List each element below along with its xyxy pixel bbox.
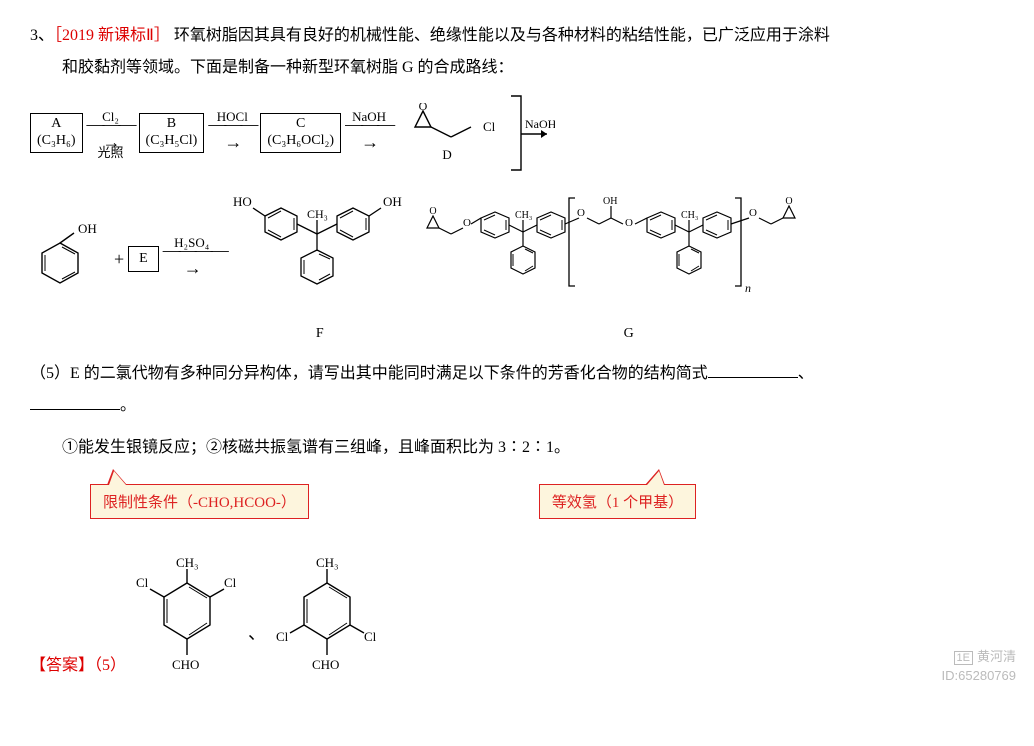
svg-text:Cl: Cl <box>276 629 289 644</box>
arrow-1: Cl₂ ———→ 光照 <box>87 115 135 151</box>
svg-text:CH₃: CH₃ <box>176 555 199 570</box>
svg-text:Cl: Cl <box>224 575 237 590</box>
svg-text:CH₃: CH₃ <box>681 210 698 221</box>
scheme-row-2: OH + E H₂SO₄ ————→ HO OH CH₃ <box>30 176 1004 342</box>
q-source: ［2019 新课标Ⅱ］ <box>54 27 170 44</box>
structure-f-svg: HO OH CH₃ <box>225 176 415 326</box>
a-formula: (C₃H₆) <box>37 133 76 150</box>
wm-icon: 1E <box>954 651 973 665</box>
compound-f: HO OH CH₃ F <box>225 176 415 342</box>
c-label: C <box>267 116 334 133</box>
compound-d: O Cl D <box>397 103 497 163</box>
cond-1: ①能发生银镜反应； <box>62 439 206 456</box>
svg-text:O: O <box>463 217 471 229</box>
subq-number: （5） <box>30 365 70 382</box>
phenol: OH <box>30 219 110 299</box>
conditions: ①能发生银镜反应；②核磁共振氢谱有三组峰，且峰面积比为 3∶2∶1。 <box>30 432 1004 464</box>
svg-text:Cl: Cl <box>483 119 496 134</box>
callout-left-text: 限制性条件（-CHO,HCOO-） <box>103 495 296 511</box>
a-label: A <box>37 116 76 133</box>
answer-label: 【答案】（5） <box>30 651 126 675</box>
cond-2: ②核磁共振氢谱有三组峰，且峰面积比为 3∶2∶1。 <box>206 439 570 456</box>
question-stem: 3、［2019 新课标Ⅱ］ 环氧树脂因其具有良好的机械性能、绝缘性能以及与各种材… <box>30 20 1004 84</box>
watermark: 1E 黄河清 ID:65280769 <box>942 648 1016 685</box>
arrow-e-top: H₂SO₄ <box>163 235 221 251</box>
arrow2-top: HOCl <box>208 109 256 125</box>
d-label: D <box>397 147 497 163</box>
svg-text:O: O <box>785 196 792 207</box>
svg-text:O: O <box>419 103 428 113</box>
svg-text:CHO: CHO <box>172 657 199 672</box>
scheme-row-1: A (C₃H₆) Cl₂ ———→ 光照 B (C₃H₅Cl) HOCl ———… <box>30 94 1004 172</box>
arrow4-top: NaOH <box>525 117 555 131</box>
svg-text:OH: OH <box>383 194 402 209</box>
svg-text:OH: OH <box>603 196 617 207</box>
f-label: F <box>225 326 415 342</box>
arrow-3: NaOH ———→ <box>345 115 393 151</box>
plus: + <box>114 249 124 270</box>
structure-d-svg: O Cl <box>397 103 497 149</box>
compound-a: A (C₃H₆) <box>30 113 83 153</box>
callout-right: 等效氢（1 个甲基） <box>539 484 696 519</box>
svg-text:CH₃: CH₃ <box>307 207 328 221</box>
arrow1-top: Cl₂ <box>87 109 135 125</box>
compound-b: B (C₃H₅Cl) <box>139 113 205 153</box>
svg-text:Cl: Cl <box>136 575 149 590</box>
compound-g: O O CH₃ O OH <box>419 176 839 342</box>
subq-period: 。 <box>120 397 136 414</box>
arrow-e: H₂SO₄ ————→ <box>163 241 221 277</box>
wm-name: 黄河清 <box>977 649 1016 664</box>
blank-2 <box>30 409 120 410</box>
svg-text:n: n <box>745 281 751 295</box>
subq-text1: E 的二氯代物有多种同分异构体，请写出其中能同时满足以下条件的芳香化合物的结构简… <box>70 365 708 382</box>
bracket-naoh: NaOH <box>501 94 555 172</box>
callout-left: 限制性条件（-CHO,HCOO-） <box>90 484 309 519</box>
q-line1: 环氧树脂因其具有良好的机械性能、绝缘性能以及与各种材料的粘结性能，已广泛应用于涂… <box>174 27 830 44</box>
q-number: 3、 <box>30 27 54 44</box>
arrow3-top: NaOH <box>345 109 393 125</box>
phenol-svg: OH <box>30 219 110 299</box>
svg-text:Cl: Cl <box>364 629 377 644</box>
svg-text:OH: OH <box>78 221 97 236</box>
b-formula: (C₃H₅Cl) <box>146 133 198 150</box>
isomer-1-svg: CH₃ Cl Cl CHO <box>132 555 242 675</box>
answer-sep: 、 <box>248 619 266 675</box>
svg-text:O: O <box>749 207 757 219</box>
svg-text:O: O <box>429 206 436 217</box>
wm-id: ID:65280769 <box>942 668 1016 683</box>
arrow1-bot: 光照 <box>87 142 135 161</box>
subq-sep: 、 <box>798 365 814 382</box>
c-formula: (C₃H₆OCl₂) <box>267 133 334 150</box>
compound-c: C (C₃H₆OCl₂) <box>260 113 341 153</box>
svg-text:CH₃: CH₃ <box>515 210 532 221</box>
structure-g-svg: O O CH₃ O OH <box>419 176 839 326</box>
svg-text:O: O <box>577 207 585 219</box>
b-label: B <box>146 116 198 133</box>
compound-e: E <box>128 246 159 273</box>
blank-1 <box>708 377 798 378</box>
subq-5: （5）E 的二氯代物有多种同分异构体，请写出其中能同时满足以下条件的芳香化合物的… <box>30 358 1004 422</box>
svg-text:O: O <box>625 217 633 229</box>
svg-text:CHO: CHO <box>312 657 339 672</box>
svg-text:HO: HO <box>233 194 252 209</box>
q-line2: 和胶黏剂等领域。下面是制备一种新型环氧树脂 G 的合成路线： <box>30 59 514 76</box>
callout-right-text: 等效氢（1 个甲基） <box>552 495 683 511</box>
svg-text:CH₃: CH₃ <box>316 555 339 570</box>
arrow-2: HOCl ———→ <box>208 115 256 151</box>
isomer-2-svg: CH₃ Cl Cl CHO <box>272 555 382 675</box>
g-label: G <box>419 326 839 342</box>
answer-row: 【答案】（5） CH₃ Cl Cl CHO 、 CH₃ Cl Cl CHO <box>30 555 1004 675</box>
